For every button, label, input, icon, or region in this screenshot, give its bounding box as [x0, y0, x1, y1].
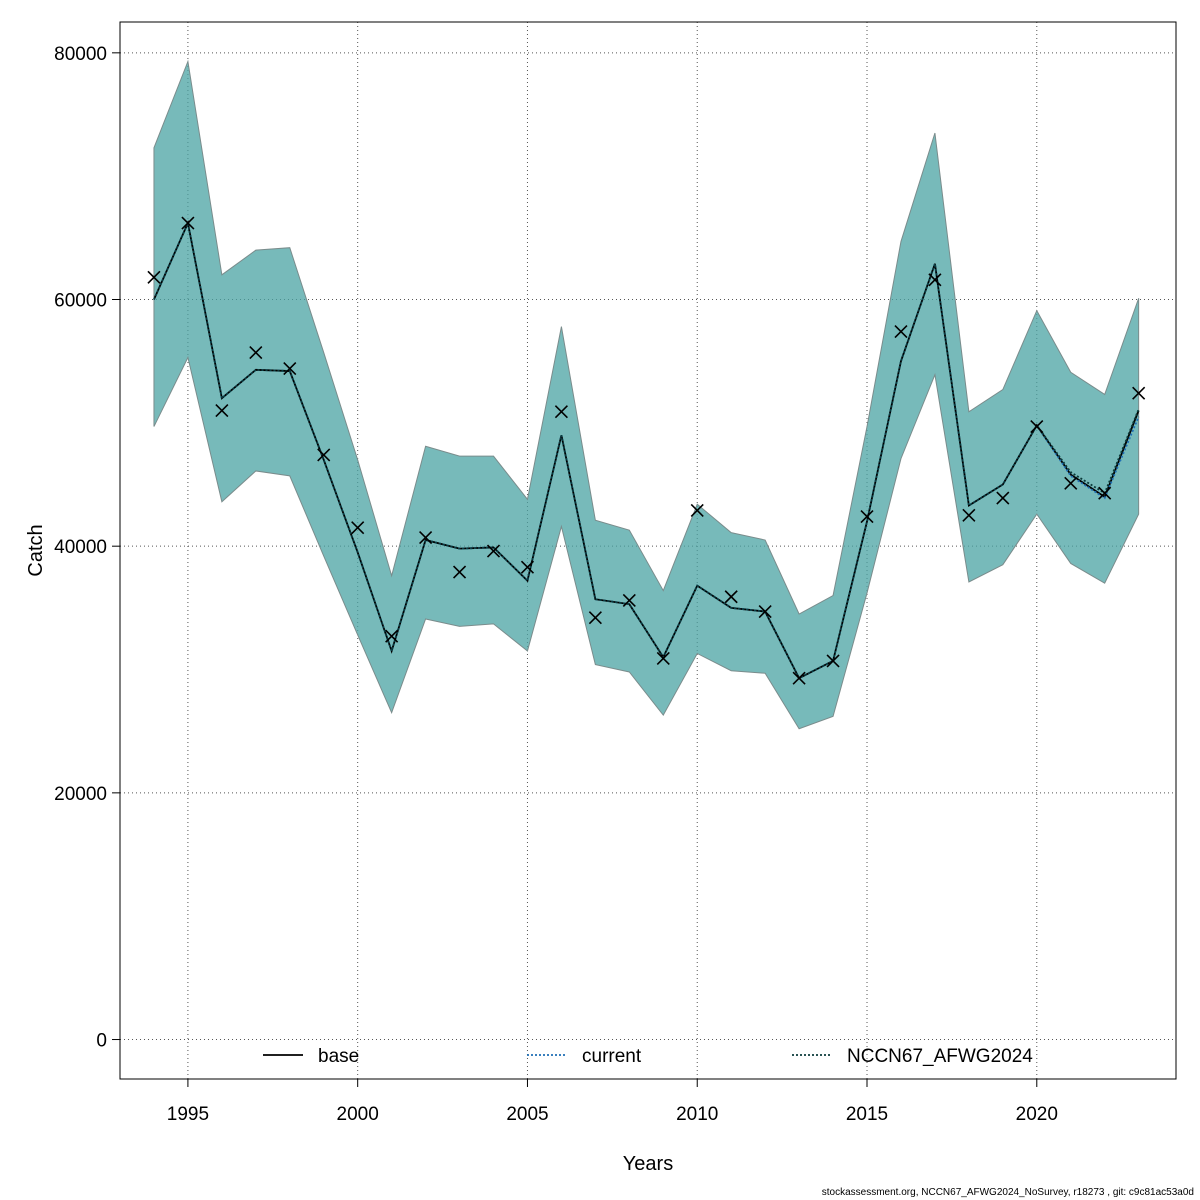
legend-label: current: [582, 1046, 642, 1067]
y-tick-label-40000: 40000: [54, 537, 107, 558]
observed-point-stroke: [996, 491, 1010, 505]
y-tick-label-80000: 80000: [54, 44, 107, 65]
observed-point-2005: [520, 560, 535, 574]
observed-point-2014: [826, 654, 840, 668]
observed-point-1998: [283, 362, 297, 376]
observed-point-2023: [1132, 386, 1146, 400]
y-axis-title: Catch: [25, 524, 47, 576]
x-axis: 1995 2000 2005 2010 2015 2020: [167, 1079, 1058, 1125]
x-tick-label-1995: 1995: [167, 1104, 209, 1125]
observed-point-stroke: [351, 521, 365, 535]
observed-point-2011: [724, 590, 738, 604]
observed-point-2017: [928, 273, 942, 287]
observed-point-stroke: [520, 560, 535, 574]
observed-point-2009: [656, 651, 670, 665]
observed-point-2015: [860, 510, 874, 524]
observed-point-stroke: [894, 325, 908, 339]
footer-credit: stockassessment.org, NCCN67_AFWG2024_NoS…: [821, 1187, 1194, 1198]
x-tick-label-2020: 2020: [1016, 1104, 1058, 1125]
observed-point-stroke: [486, 544, 501, 558]
observed-point-2013: [792, 671, 806, 685]
series-line-nccn67-afwg2024: [153, 220, 1140, 680]
observed-point-2007: [588, 611, 602, 625]
observed-point-2016: [894, 325, 908, 339]
observed-point-stroke: [215, 403, 229, 418]
observed-point-2021: [1064, 476, 1078, 490]
series-lines: [153, 220, 1140, 680]
y-tick-label-20000: 20000: [54, 784, 107, 805]
legend-item-current: current: [527, 1046, 642, 1067]
x-tick-label-2000: 2000: [337, 1104, 379, 1125]
observed-point-stroke: [283, 362, 297, 376]
observed-point-stroke: [1132, 386, 1146, 400]
confidence-band-area: [153, 59, 1140, 730]
y-axis: 0 20000 40000 60000 80000: [54, 44, 120, 1052]
observed-point-2012: [758, 604, 772, 619]
observed-point-stroke: [962, 508, 976, 522]
observed-point-2003: [452, 565, 467, 579]
observed-points: [147, 216, 1146, 685]
observed-point-1995: [181, 216, 195, 230]
observed-point-2019: [996, 491, 1010, 505]
confidence-band: [153, 59, 1140, 730]
plot-frame: [119, 21, 1177, 1080]
observed-point-1997: [249, 345, 263, 360]
x-axis-title: Years: [623, 1153, 673, 1175]
observed-point-stroke: [1098, 486, 1112, 500]
observed-point-stroke: [317, 448, 331, 462]
observed-point-2002: [419, 530, 433, 545]
observed-point-stroke: [452, 565, 467, 579]
observed-point-2008: [622, 593, 636, 608]
observed-point-1999: [317, 448, 331, 462]
observed-point-2001: [385, 629, 399, 643]
observed-point-stroke: [385, 629, 399, 643]
observed-point-stroke: [554, 405, 568, 419]
observed-point-stroke: [181, 216, 195, 230]
observed-point-2010: [690, 503, 704, 517]
observed-point-stroke: [758, 604, 772, 619]
y-tick-label-60000: 60000: [54, 291, 107, 312]
observed-point-2004: [486, 544, 501, 558]
observed-point-stroke: [792, 671, 806, 685]
observed-point-stroke: [690, 503, 704, 517]
observed-point-stroke: [249, 345, 263, 360]
observed-point-2022: [1098, 486, 1112, 500]
observed-point-stroke: [1030, 419, 1044, 434]
y-tick-label-0: 0: [96, 1031, 107, 1052]
observed-point-stroke: [724, 590, 738, 604]
x-tick-label-2015: 2015: [846, 1104, 888, 1125]
observed-point-stroke: [622, 593, 636, 608]
observed-point-2018: [962, 508, 976, 522]
grid-lines: [120, 22, 1176, 1079]
legend-item-base: base: [263, 1046, 359, 1067]
x-tick-label-2005: 2005: [506, 1104, 548, 1125]
observed-point-stroke: [928, 273, 942, 287]
legend-item-nccn67-afwg2024: NCCN67_AFWG2024: [792, 1046, 1033, 1067]
observed-point-stroke: [656, 651, 670, 665]
observed-point-stroke: [419, 530, 433, 545]
observed-point-stroke: [1064, 476, 1078, 490]
legend-label: base: [318, 1046, 359, 1067]
observed-point-1994: [147, 270, 161, 284]
observed-point-stroke: [860, 510, 874, 524]
observed-point-stroke: [588, 611, 602, 625]
observed-point-stroke: [147, 270, 161, 284]
observed-point-2000: [351, 521, 365, 535]
observed-point-2006: [554, 405, 568, 419]
legend-label: NCCN67_AFWG2024: [847, 1046, 1033, 1067]
observed-point-1996: [215, 403, 229, 418]
observed-point-2020: [1030, 419, 1044, 434]
x-tick-label-2010: 2010: [676, 1104, 718, 1125]
observed-point-stroke: [826, 654, 840, 668]
legend: base current NCCN67_AFWG2024: [263, 1046, 1033, 1067]
